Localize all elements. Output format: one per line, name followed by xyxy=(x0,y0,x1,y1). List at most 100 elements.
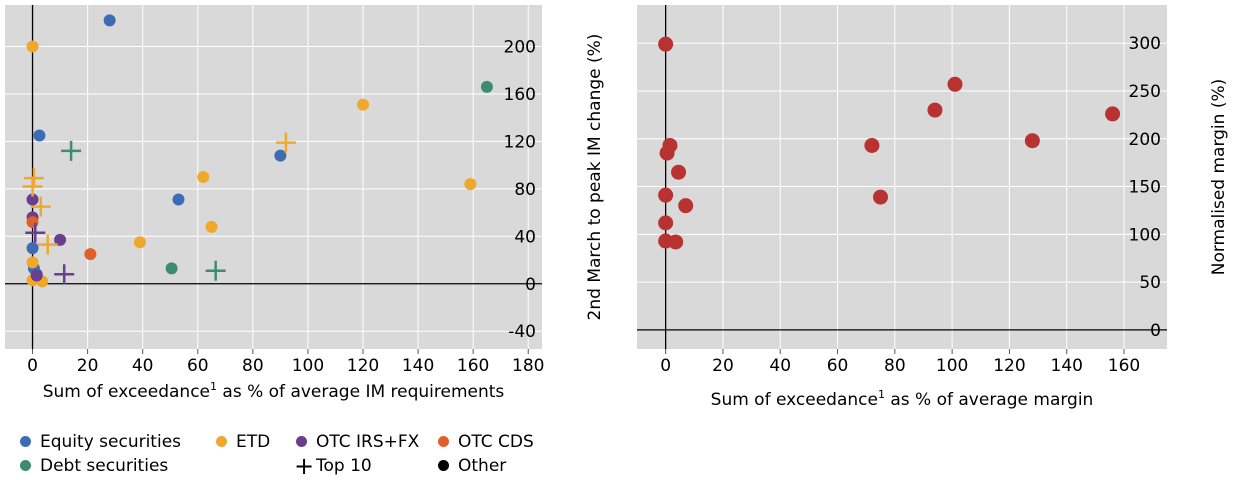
x-tick-label: 160 xyxy=(457,356,489,376)
x-tick-label: 40 xyxy=(132,356,154,376)
chart-1: 0 20 40 60 80 100 120 140 160 180 -40 0 40 80 120 160 20… xyxy=(5,5,605,402)
y-tick-label: 0 xyxy=(525,275,536,295)
x-tick-label: 0 xyxy=(27,356,38,376)
data-point-etd xyxy=(133,236,146,249)
legend-item-debt: Debt securities xyxy=(18,454,168,478)
legend-label-otc-cds: OTC CDS xyxy=(458,432,534,452)
data-point-normalised xyxy=(668,234,684,250)
y-tick-label: 40 xyxy=(514,227,536,247)
equity-marker-icon xyxy=(19,436,31,447)
y-tick-label: 100 xyxy=(1129,225,1161,245)
legend-item-otc-irs-fx: OTC IRS+FX xyxy=(294,430,419,454)
legend-label-otc-irs-fx: OTC IRS+FX xyxy=(316,432,420,452)
data-point-normalised xyxy=(864,137,880,153)
data-point-top10 xyxy=(22,176,43,197)
x-tick-label: 80 xyxy=(242,356,264,376)
data-point-top10 xyxy=(275,132,296,153)
data-point-otc-irs-fx xyxy=(30,269,43,282)
plot-area xyxy=(5,5,542,349)
other-marker-icon xyxy=(437,460,449,471)
data-point-normalised xyxy=(873,189,889,205)
legend-item-other: Other xyxy=(436,454,506,478)
y-tick-label: 300 xyxy=(1129,34,1161,54)
data-point-equity xyxy=(103,14,116,27)
data-point-normalised xyxy=(659,145,675,161)
legend-item-equity: Equity securities xyxy=(18,430,181,454)
data-point-debt xyxy=(480,80,493,93)
data-point-etd xyxy=(357,98,369,111)
debt-marker-icon xyxy=(19,460,31,471)
data-point-top10 xyxy=(30,196,51,217)
data-point-top10 xyxy=(23,168,44,189)
data-point-top10 xyxy=(25,222,46,243)
etd-marker-icon xyxy=(215,436,227,447)
data-point-normalised xyxy=(1105,106,1121,122)
y-tick-label: -40 xyxy=(508,322,536,342)
x-tick-label: 60 xyxy=(827,356,849,376)
x-axis-label: Sum of exceedance1 as % of average margi… xyxy=(711,388,1094,410)
data-point-top10 xyxy=(54,264,75,285)
x-tick-label: 40 xyxy=(769,356,791,376)
data-point-normalised xyxy=(658,187,674,203)
data-point-otc-cds xyxy=(84,248,97,261)
data-point-otc-irs-fx xyxy=(54,233,67,246)
y-tick-label: 250 xyxy=(1129,82,1161,102)
data-point-normalised xyxy=(678,198,694,214)
charts-canvas: 0 20 40 60 80 100 120 140 160 180 -40 0 40 80 120 160 20… xyxy=(5,5,1229,410)
data-point-normalised xyxy=(658,215,674,231)
data-point-otc-irs-fx xyxy=(26,193,39,206)
x-tick-label: 60 xyxy=(187,356,209,376)
data-point-equity xyxy=(26,242,39,255)
data-point-equity xyxy=(33,129,46,142)
legend-label-equity: Equity securities xyxy=(40,432,182,452)
data-point-top10 xyxy=(61,140,82,161)
legend-item-top10: + Top 10 xyxy=(294,454,372,478)
data-point-equity xyxy=(172,193,185,206)
y-tick-label: 160 xyxy=(504,85,536,105)
data-point-etd xyxy=(205,220,218,233)
x-tick-label: 120 xyxy=(347,356,379,376)
data-point-otc-cds xyxy=(26,216,39,229)
data-point-normalised xyxy=(927,102,943,118)
x-tick-label: 100 xyxy=(936,356,968,376)
data-point-etd xyxy=(26,256,39,269)
data-point-normalised xyxy=(658,36,674,52)
x-tick-label: 100 xyxy=(292,356,324,376)
y-tick-label: 80 xyxy=(514,180,536,200)
data-point-etd xyxy=(197,171,210,183)
x-tick-label: 120 xyxy=(993,356,1025,376)
legend-label-debt: Debt securities xyxy=(40,456,169,476)
y-axis-label: 2nd March to peak IM change (%) xyxy=(585,34,605,321)
data-point-etd xyxy=(26,40,39,53)
data-point-etd xyxy=(464,178,477,191)
chart-2: 0 20 40 60 80 100 120 140 160 0 50 100 150 200 250 300 S… xyxy=(637,5,1229,410)
data-point-top10 xyxy=(205,260,226,281)
y-tick-label: 200 xyxy=(504,38,536,58)
otc-irs-fx-marker-icon xyxy=(295,436,307,447)
legend-label-top10: Top 10 xyxy=(316,456,372,476)
x-tick-label: 160 xyxy=(1108,356,1140,376)
legend-label-other: Other xyxy=(458,456,507,476)
legend-item-etd: ETD xyxy=(214,430,270,454)
plus-marker-icon: + xyxy=(294,452,315,480)
x-tick-label: 80 xyxy=(884,356,906,376)
legend-item-otc-cds: OTC CDS xyxy=(436,430,534,454)
x-tick-label: 0 xyxy=(660,356,671,376)
data-point-normalised xyxy=(671,164,687,180)
x-tick-label: 20 xyxy=(77,356,99,376)
x-tick-label: 20 xyxy=(712,356,734,376)
y-axis-label: Normalised margin (%) xyxy=(1209,79,1229,276)
data-point-top10 xyxy=(37,234,58,255)
y-tick-label: 120 xyxy=(504,132,536,152)
x-tick-label: 140 xyxy=(402,356,434,376)
y-tick-label: 150 xyxy=(1129,178,1161,198)
y-tick-label: 200 xyxy=(1129,130,1161,150)
otc-cds-marker-icon xyxy=(437,436,449,447)
data-point-normalised xyxy=(1024,133,1040,149)
y-tick-label: 50 xyxy=(1139,273,1161,293)
legend-label-etd: ETD xyxy=(236,432,271,452)
x-tick-label: 180 xyxy=(512,356,544,376)
data-point-equity xyxy=(274,149,287,162)
x-axis-label: Sum of exceedance1 as % of average IM re… xyxy=(43,380,505,402)
x-tick-label: 140 xyxy=(1051,356,1083,376)
